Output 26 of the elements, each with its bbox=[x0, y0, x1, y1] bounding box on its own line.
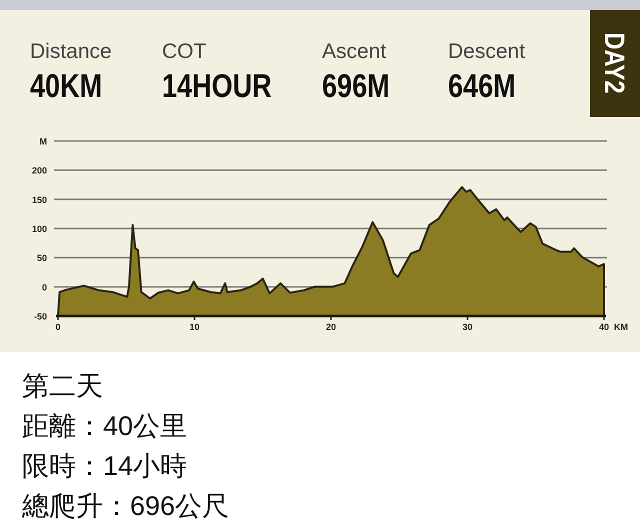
x-tick-label: 20 bbox=[326, 322, 336, 332]
x-tick-label: 0 bbox=[55, 322, 61, 332]
y-tick-label: -50 bbox=[34, 312, 47, 322]
y-tick-label: 200 bbox=[32, 166, 47, 176]
text: 距離：40公里 bbox=[22, 411, 188, 441]
text: 第二天 bbox=[22, 371, 103, 401]
text: 646M bbox=[448, 68, 516, 105]
y-tick-label: 150 bbox=[32, 194, 47, 205]
y-tick-label: 50 bbox=[36, 253, 47, 264]
text: Descent bbox=[448, 40, 526, 63]
x-tick-label: 40 bbox=[598, 322, 610, 332]
text: Distance bbox=[30, 40, 112, 63]
text: 14HOUR bbox=[162, 68, 272, 105]
x-tick-label: 30 bbox=[462, 322, 473, 332]
text: 限時：14小時 bbox=[22, 451, 188, 481]
text: 40KM bbox=[30, 68, 102, 105]
text: Ascent bbox=[322, 40, 386, 63]
text: DAY2 bbox=[598, 32, 631, 94]
x-axis-title: KM bbox=[614, 322, 628, 332]
y-tick-label: M bbox=[40, 136, 47, 146]
text: COT bbox=[162, 40, 206, 63]
y-tick-label: 0 bbox=[42, 282, 47, 292]
x-tick-label: 10 bbox=[189, 322, 200, 332]
text: 總爬升：696公尺 bbox=[21, 491, 230, 521]
text: 696M bbox=[322, 68, 390, 105]
y-tick-label: 100 bbox=[32, 224, 47, 234]
